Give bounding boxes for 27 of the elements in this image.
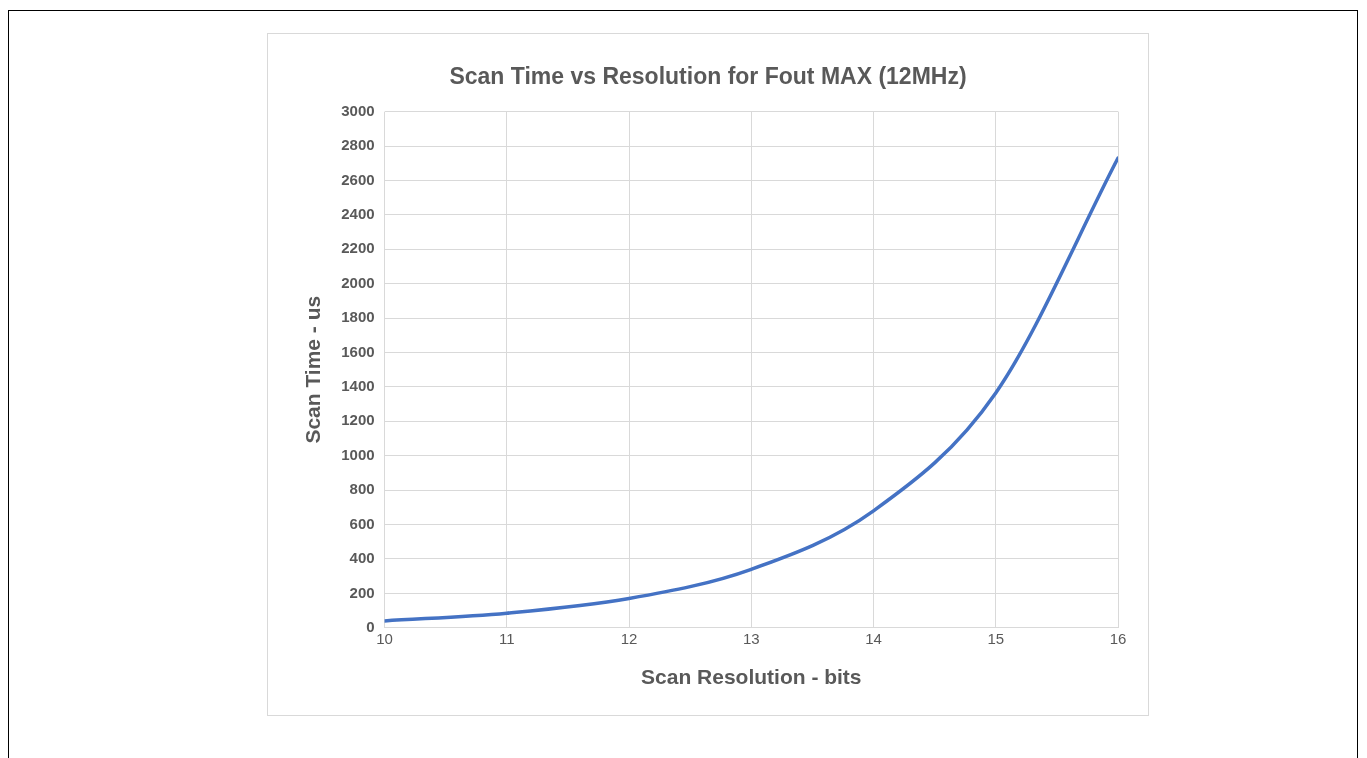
line-series [384, 156, 1118, 623]
x-tick-label: 15 [987, 629, 1005, 647]
x-axis-title: Scan Resolution - bits [641, 665, 862, 689]
x-tick-label: 10 [376, 629, 393, 647]
y-tick-label: 400 [349, 549, 375, 567]
y-tick-label: 1400 [341, 377, 375, 395]
y-tick-label: 0 [366, 617, 375, 635]
y-tick-label: 200 [349, 583, 375, 601]
x-tick-label: 14 [865, 629, 882, 647]
y-tick-label: 2400 [341, 204, 375, 222]
y-tick-label: 2200 [341, 239, 375, 257]
y-tick-label: 2800 [341, 136, 375, 154]
x-tick-label: 16 [1109, 629, 1127, 647]
y-tick-label: 1200 [341, 411, 375, 429]
y-tick-label: 2600 [341, 170, 375, 188]
x-tick-label: 12 [620, 629, 638, 647]
y-tick-label: 800 [349, 480, 375, 498]
x-tick-label: 13 [742, 629, 760, 647]
y-tick-label: 1600 [341, 342, 375, 360]
y-axis-title: Scan Time - us [301, 295, 325, 444]
chart-title: Scan Time vs Resolution for Fout MAX (12MHz) [449, 63, 967, 90]
y-tick-label: 3000 [341, 101, 375, 119]
y-tick-label: 600 [349, 514, 375, 532]
y-tick-label: 1800 [341, 308, 375, 326]
y-tick-label: 2000 [341, 273, 375, 291]
x-tick-label: 11 [499, 629, 515, 647]
y-tick-label: 1000 [341, 445, 375, 463]
